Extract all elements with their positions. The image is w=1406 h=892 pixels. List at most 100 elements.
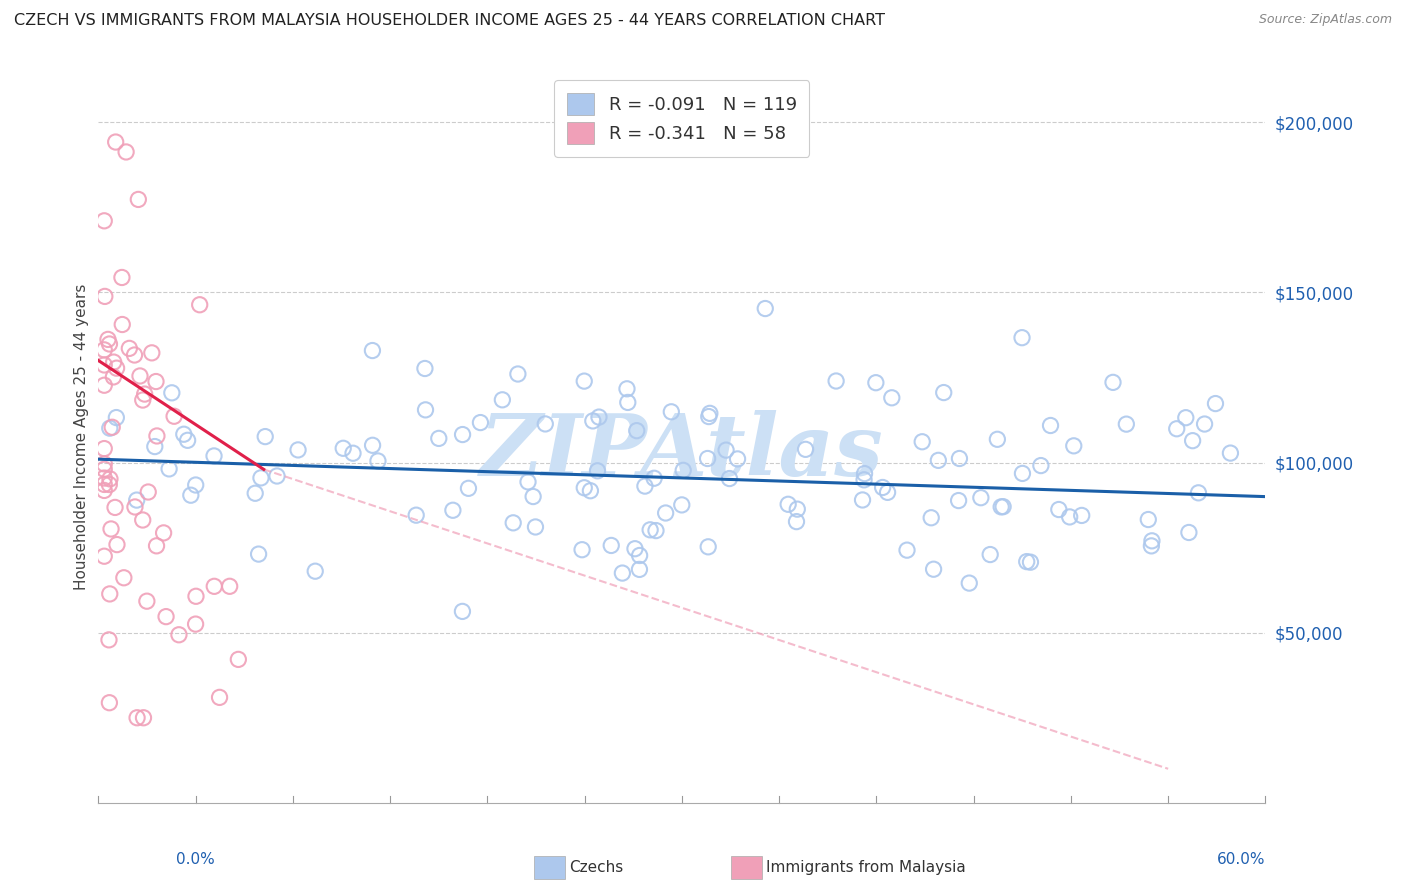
Point [979,548,1001,562]
Point [1102,376,1125,390]
Point [250,471,273,485]
Point [129,368,152,383]
Point [160,385,183,400]
Point [696,451,718,466]
Point [786,502,808,516]
Point [173,427,195,442]
Point [93,462,115,476]
Point [1174,410,1197,425]
Point [697,409,720,424]
Point [659,405,682,419]
Point [991,500,1014,514]
Point [1011,331,1033,345]
Point [112,571,135,585]
Point [105,361,128,376]
Point [146,429,169,443]
Point [586,464,609,478]
Point [342,446,364,460]
Point [457,481,479,495]
Point [98,421,121,435]
Point [920,510,942,524]
Point [1140,539,1163,553]
Point [880,391,903,405]
Point [517,475,540,489]
Point [948,451,970,466]
Point [93,483,115,498]
Point [1019,555,1042,569]
Point [180,488,202,502]
Y-axis label: Householder Income Ages 25 - 44 years: Householder Income Ages 25 - 44 years [75,284,89,591]
Point [600,538,623,552]
Point [872,481,894,495]
Point [152,525,174,540]
Point [1140,533,1163,548]
Point [111,270,134,285]
Point [643,471,665,485]
Point [1178,525,1201,540]
Point [125,493,148,508]
Point [522,490,544,504]
Point [184,589,207,603]
Point [582,414,605,428]
Point [208,690,231,705]
Point [155,609,177,624]
Point [118,342,141,356]
Point [617,395,640,409]
Point [794,442,817,457]
Point [247,547,270,561]
Text: ZIPAtlas: ZIPAtlas [479,410,884,493]
Point [105,538,128,552]
Point [100,522,122,536]
Point [127,193,149,207]
Point [287,442,309,457]
Point [228,652,250,666]
Point [1137,512,1160,526]
Point [145,539,167,553]
Point [574,374,596,388]
Point [853,473,876,487]
Point [98,632,121,647]
Point [697,540,720,554]
Text: CZECH VS IMMIGRANTS FROM MALAYSIA HOUSEHOLDER INCOME AGES 25 - 44 YEARS CORRELAT: CZECH VS IMMIGRANTS FROM MALAYSIA HOUSEH… [14,13,884,29]
Point [970,491,993,505]
Point [579,483,602,498]
Point [1219,446,1241,460]
Text: 0.0%: 0.0% [176,852,215,867]
Point [524,520,547,534]
Point [202,579,225,593]
Point [367,454,389,468]
Point [332,442,354,456]
Point [571,542,593,557]
Point [98,696,121,710]
Point [361,438,384,452]
Point [93,442,115,456]
Point [97,332,120,346]
Point [304,564,326,578]
Point [470,416,492,430]
Point [124,348,146,362]
Point [785,515,807,529]
Point [896,543,918,558]
Point [93,471,115,485]
Point [1059,510,1081,524]
Point [163,409,186,424]
Text: Source: ZipAtlas.com: Source: ZipAtlas.com [1258,13,1392,27]
Point [132,711,155,725]
Point [645,524,668,538]
Point [911,434,934,449]
Point [588,410,610,425]
Text: 60.0%: 60.0% [1218,852,1265,867]
Point [98,587,121,601]
Point [111,318,134,332]
Point [1063,439,1085,453]
Point [98,337,121,351]
Point [405,508,427,523]
Point [184,478,207,492]
Point [534,417,557,431]
Point [628,562,651,576]
Point [1204,396,1226,410]
Point [245,486,267,500]
Point [990,500,1012,514]
Point [441,503,464,517]
Point [218,579,240,593]
